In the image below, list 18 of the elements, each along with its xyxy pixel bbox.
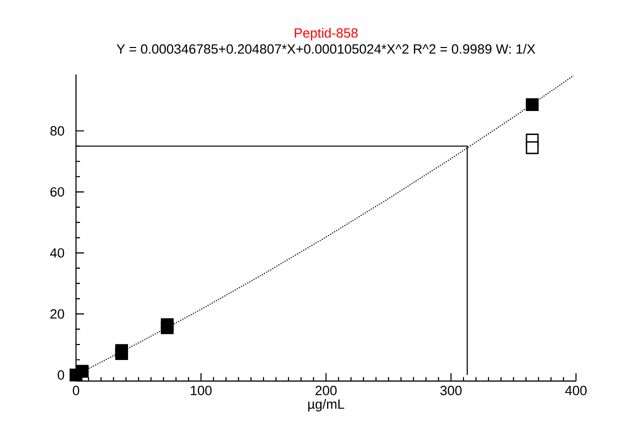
y-tick-label: 60 [50,187,64,197]
x-axis-title: µg/mL [308,399,344,412]
x-tick-label: 200 [316,386,337,396]
chart-title: Peptid-858 [294,28,358,40]
point [526,98,539,112]
point [115,344,128,357]
point [160,318,174,332]
x-tick-label: 300 [440,386,462,396]
chart-subtitle: Y = 0.000346785+0.204807*X+0.000105024*X^2 R^2 = 0.9989 W: 1/X [116,44,536,54]
x-tick-label: 100 [190,386,212,396]
y-tick-label: 0 [58,370,64,380]
x-tick-label: 0 [72,386,80,396]
y-tick-label: 80 [50,126,64,136]
y-tick-label: 20 [50,309,64,319]
y-tick-label: 40 [50,248,64,258]
point [526,141,539,154]
x-tick-label: 400 [565,386,587,396]
point [76,364,89,378]
